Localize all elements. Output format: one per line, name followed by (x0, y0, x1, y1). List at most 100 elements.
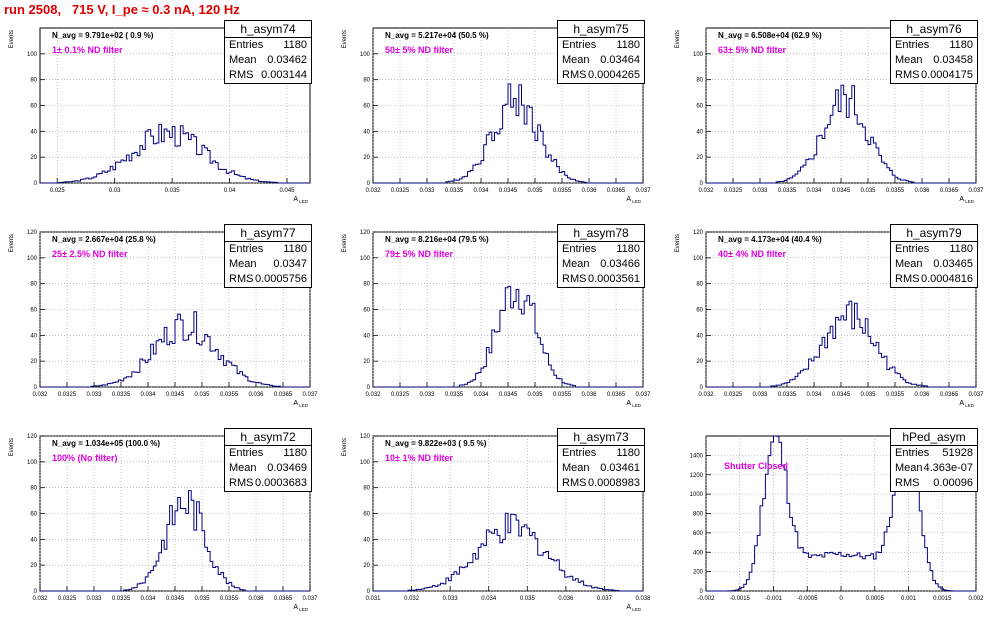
x-tick-label: 0.031 (365, 596, 381, 602)
stats-value: 0.03466 (600, 258, 640, 270)
x-tick-label: 0.033 (86, 392, 102, 398)
stats-row-entries: Entries 1180 (558, 446, 644, 461)
x-tick-label: 0.037 (597, 596, 613, 602)
x-tick-label: 0.033 (419, 392, 435, 398)
navg-label: N_avg = 9.791e+02 ( 0.9 %) (52, 31, 154, 40)
histogram-line (373, 512, 643, 592)
x-tick-label: 0.0355 (553, 392, 572, 398)
x-tick-label: 0.025 (50, 188, 66, 194)
x-tick-label: 0.002 (968, 596, 984, 602)
y-tick-label: 0 (367, 589, 371, 595)
x-tick-label: 0.0335 (778, 188, 797, 194)
stats-row-rms: RMS 0.0008983 (558, 476, 644, 491)
stats-value: 0.0008983 (588, 477, 640, 489)
stats-box: h_asym76 Entries 1180 Mean 0.03458 RMS 0.00041… (890, 20, 978, 84)
stats-value: 0.003144 (261, 69, 307, 81)
x-tick-label: 0.0335 (112, 596, 131, 602)
x-tick-label: 0.032 (698, 392, 714, 398)
histogram-panel: 0 20 40 60 80 100 120 0.032 0.0325 0.033 0.0335 0.0… (0, 426, 330, 632)
x-tick-label: 0.0355 (886, 188, 905, 194)
x-tick-label: 0.033 (752, 392, 768, 398)
stats-row-rms: RMS 0.003144 (225, 68, 311, 83)
filter-label: 1± 0.1% ND filter (52, 45, 123, 55)
stats-row-mean: Mean 0.03465 (891, 257, 977, 272)
x-tick-label: 0.0365 (940, 392, 959, 398)
x-tick-label: 0.036 (558, 596, 574, 602)
stats-key: RMS (229, 477, 254, 489)
x-tick-label: 0.0345 (832, 188, 851, 194)
stats-row-mean: Mean 0.0347 (225, 257, 311, 272)
stats-row-entries: Entries 1180 (558, 242, 644, 257)
histogram-plot: 0 20 40 60 80 100 0.032 0.0325 0.033 0.0335 0.034 0… (675, 27, 984, 204)
stats-row-mean: Mean 4.363e-07 (891, 461, 977, 476)
y-tick-label: 40 (30, 537, 37, 543)
stats-value: 1180 (616, 39, 640, 51)
x-tick-label: 0.036 (248, 392, 264, 398)
histogram-plot: 0 20 40 60 80 100 120 0.032 0.0325 0.033 0.0335 0.0… (342, 230, 651, 408)
stats-row-rms: RMS 0.0004175 (891, 68, 977, 83)
x-tick-label: 0.034 (806, 188, 822, 194)
x-tick-label: 0.0325 (58, 392, 77, 398)
x-tick-label: 0.032 (365, 392, 381, 398)
y-tick-label: 20 (696, 359, 703, 365)
x-tick-label: 0.0355 (886, 392, 905, 398)
navg-label: N_avg = 2.667e+04 (25.8 %) (52, 235, 156, 244)
stats-value: 0.03462 (267, 54, 307, 66)
y-tick-label: 60 (30, 104, 37, 110)
histogram-line (373, 285, 643, 388)
x-tick-label: 0.037 (968, 392, 984, 398)
stats-key: RMS (895, 477, 920, 489)
x-tick-label: 0.036 (581, 392, 597, 398)
filter-label: 25± 2.5% ND filter (52, 249, 128, 259)
x-tick-label: 0.045 (280, 188, 296, 194)
x-tick-label: 0.0005 (866, 596, 885, 602)
histogram-panel: 0 200 400 600 800 1000 1200 1400 -0.002 -0.0015 -0… (666, 426, 996, 632)
stats-value: 0.0347 (273, 258, 307, 270)
y-axis-title: Events (675, 30, 681, 48)
stats-row-rms: RMS 0.0004265 (558, 68, 644, 83)
stats-row-entries: Entries 1180 (225, 242, 311, 257)
x-tick-label: 0.037 (635, 188, 651, 194)
stats-key: Entries (229, 243, 264, 255)
x-tick-label: 0.0335 (778, 392, 797, 398)
y-tick-label: 20 (363, 359, 370, 365)
stats-value: 1180 (949, 243, 973, 255)
y-tick-label: 0 (34, 385, 38, 391)
y-axis-title: Events (9, 234, 15, 252)
x-tick-label: 0.0345 (832, 392, 851, 398)
histogram-plot: 0 20 40 60 80 100 120 0.032 0.0325 0.033 0.0335 0.0… (675, 230, 984, 408)
y-tick-label: 40 (30, 333, 37, 339)
x-tick-label: 0.0355 (220, 596, 239, 602)
stats-box: h_asym75 Entries 1180 Mean 0.03464 RMS 0.00042… (557, 20, 645, 84)
x-tick-label: 0.0335 (445, 392, 464, 398)
x-tick-label: -0.0015 (730, 596, 751, 602)
x-axis-title: A LED (293, 604, 308, 612)
histogram-panel: 0 20 40 60 80 100 0.025 0.03 0.035 0.04 0.045 Event… (0, 18, 330, 224)
y-tick-label: 100 (693, 256, 704, 262)
stats-key: Mean (562, 258, 590, 270)
y-axis-title: Events (342, 438, 348, 456)
stats-box: h_asym79 Entries 1180 Mean 0.03465 RMS 0.00048… (890, 224, 978, 288)
stats-row-mean: Mean 0.03466 (558, 257, 644, 272)
stats-value: 0.03458 (933, 54, 973, 66)
stats-key: Entries (562, 243, 597, 255)
histogram-line (706, 84, 976, 184)
histogram-name: h_asym79 (891, 225, 977, 242)
x-tick-label: 0.0365 (940, 188, 959, 194)
stats-key: Mean (229, 258, 257, 270)
stats-key: Mean (562, 462, 590, 474)
filter-label: 10± 1% ND filter (385, 453, 453, 463)
navg-label: N_avg = 6.508e+04 (62.9 %) (718, 31, 822, 40)
stats-key: Mean (229, 54, 257, 66)
y-axis-title: Events (9, 30, 15, 48)
y-tick-label: 60 (30, 512, 37, 518)
y-tick-label: 0 (34, 589, 38, 595)
x-tick-label: 0.034 (473, 392, 489, 398)
stats-value: 1180 (616, 447, 640, 459)
stats-row-rms: RMS 0.0005756 (225, 272, 311, 287)
histogram-name: h_asym78 (558, 225, 644, 242)
stats-value: 4.363e-07 (923, 462, 973, 474)
x-tick-label: 0.032 (32, 392, 48, 398)
histogram-line (373, 83, 643, 184)
stats-box: h_asym78 Entries 1180 Mean 0.03466 RMS 0.00035… (557, 224, 645, 288)
